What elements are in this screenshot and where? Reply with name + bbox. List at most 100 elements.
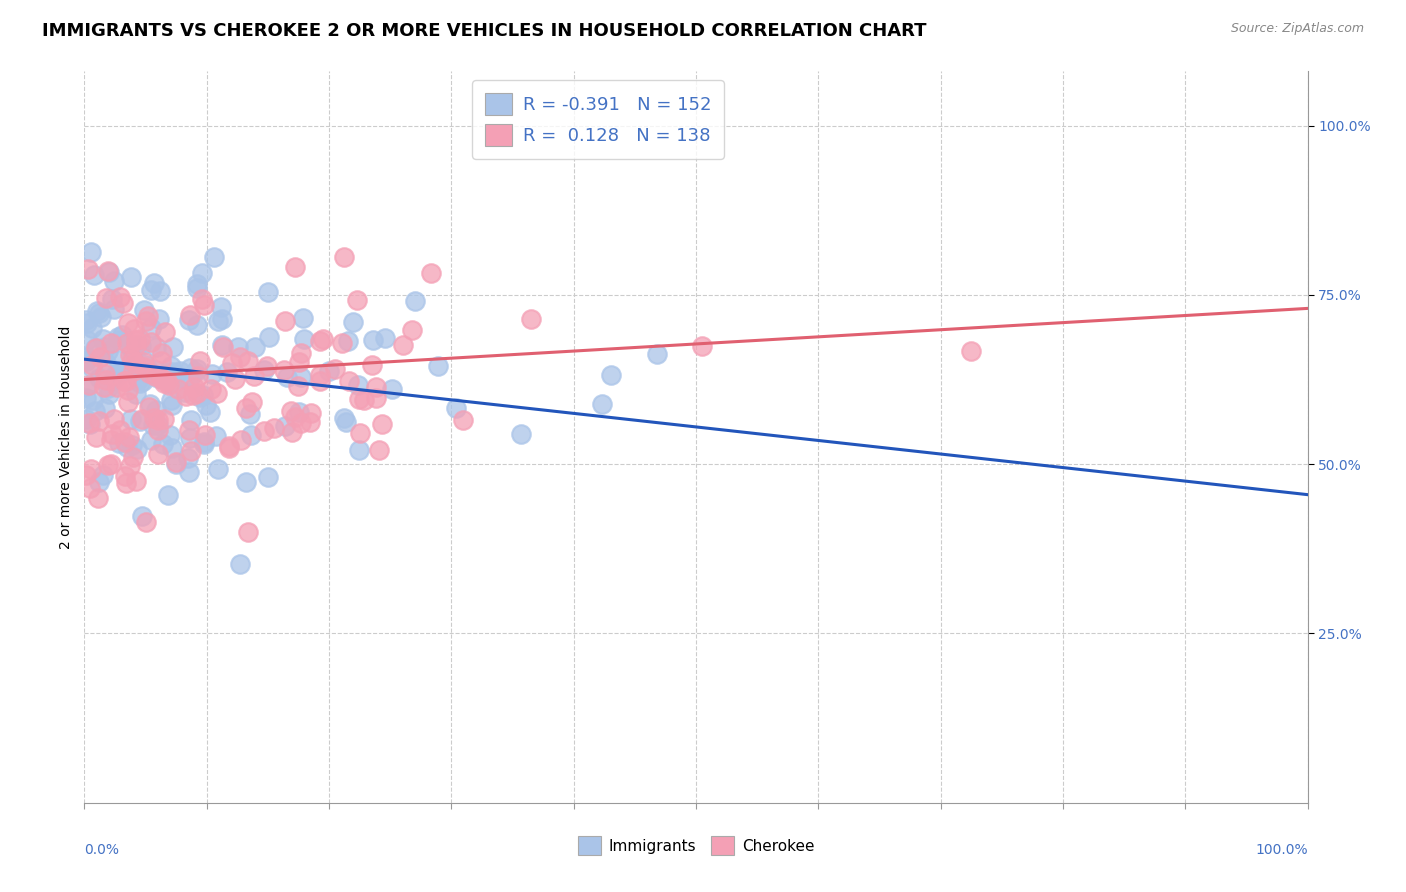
Point [162,340,184,354]
Point [110,423,132,437]
Point [342,315,364,329]
Point [252,424,274,438]
Point [139,334,162,349]
Point [150,354,173,368]
Point [120,459,142,474]
Point [361,333,384,347]
Point [80,361,103,376]
Point [346,377,368,392]
Point [124,333,146,347]
Point [127,442,149,456]
Point [391,338,413,352]
Point [135,358,157,372]
Point [157,378,180,392]
Point [124,356,146,370]
Point [645,347,668,361]
Point [960,344,983,359]
Point [183,380,205,394]
Point [200,382,222,396]
Text: IMMIGRANTS VS CHEROKEE 2 OR MORE VEHICLES IN HOUSEHOLD CORRELATION CHART: IMMIGRANTS VS CHEROKEE 2 OR MORE VEHICLE… [42,22,927,40]
Point [138,401,160,415]
Point [122,364,145,378]
Point [179,432,201,446]
Point [190,266,212,280]
Point [75,391,97,405]
Point [103,275,125,289]
Point [207,386,229,401]
Point [177,373,200,387]
Point [186,280,208,294]
Point [77,377,100,392]
Point [280,425,302,440]
Point [125,474,148,488]
Point [143,363,166,377]
Point [188,354,211,368]
Point [136,363,159,377]
Point [121,353,143,368]
Point [115,336,138,351]
Point [120,270,142,285]
Point [97,381,120,395]
Point [257,285,280,299]
Point [218,441,240,455]
Point [600,368,623,382]
Point [253,363,276,377]
Point [299,415,322,429]
Point [426,359,449,374]
Point [374,331,396,345]
Point [193,298,215,312]
Point [364,380,387,394]
Point [176,389,198,403]
Point [211,338,233,352]
Point [146,423,169,437]
Point [239,407,262,421]
Point [124,322,146,336]
Point [101,373,124,387]
Point [186,369,208,384]
Point [152,376,174,390]
Point [238,354,260,368]
Point [148,447,170,461]
Point [405,293,427,308]
Y-axis label: 2 or more Vehicles in Household: 2 or more Vehicles in Household [59,326,73,549]
Point [93,380,115,394]
Point [181,387,204,401]
Point [87,370,110,384]
Point [86,491,108,506]
Point [97,264,120,278]
Point [288,405,311,419]
Point [101,293,124,307]
Point [124,359,146,374]
Point [160,359,183,374]
Point [690,339,713,353]
Point [202,250,225,264]
Point [127,339,149,353]
Point [80,244,103,259]
Point [243,368,266,383]
Point [111,327,134,342]
Point [129,414,152,428]
Point [162,365,184,379]
Point [309,334,332,348]
Point [75,379,97,393]
Point [120,411,142,425]
Point [139,433,162,447]
Point [121,450,143,464]
Point [103,302,125,317]
Point [188,390,211,404]
Point [444,401,467,416]
Point [125,387,148,401]
Point [371,417,394,432]
Point [347,392,370,406]
Point [135,314,157,328]
Point [401,323,423,337]
Point [120,362,142,376]
Point [100,434,122,448]
Point [148,312,170,326]
Point [132,359,155,374]
Point [84,341,107,355]
Point [273,313,295,327]
Point [108,435,131,450]
Point [323,361,346,376]
Point [186,318,208,333]
